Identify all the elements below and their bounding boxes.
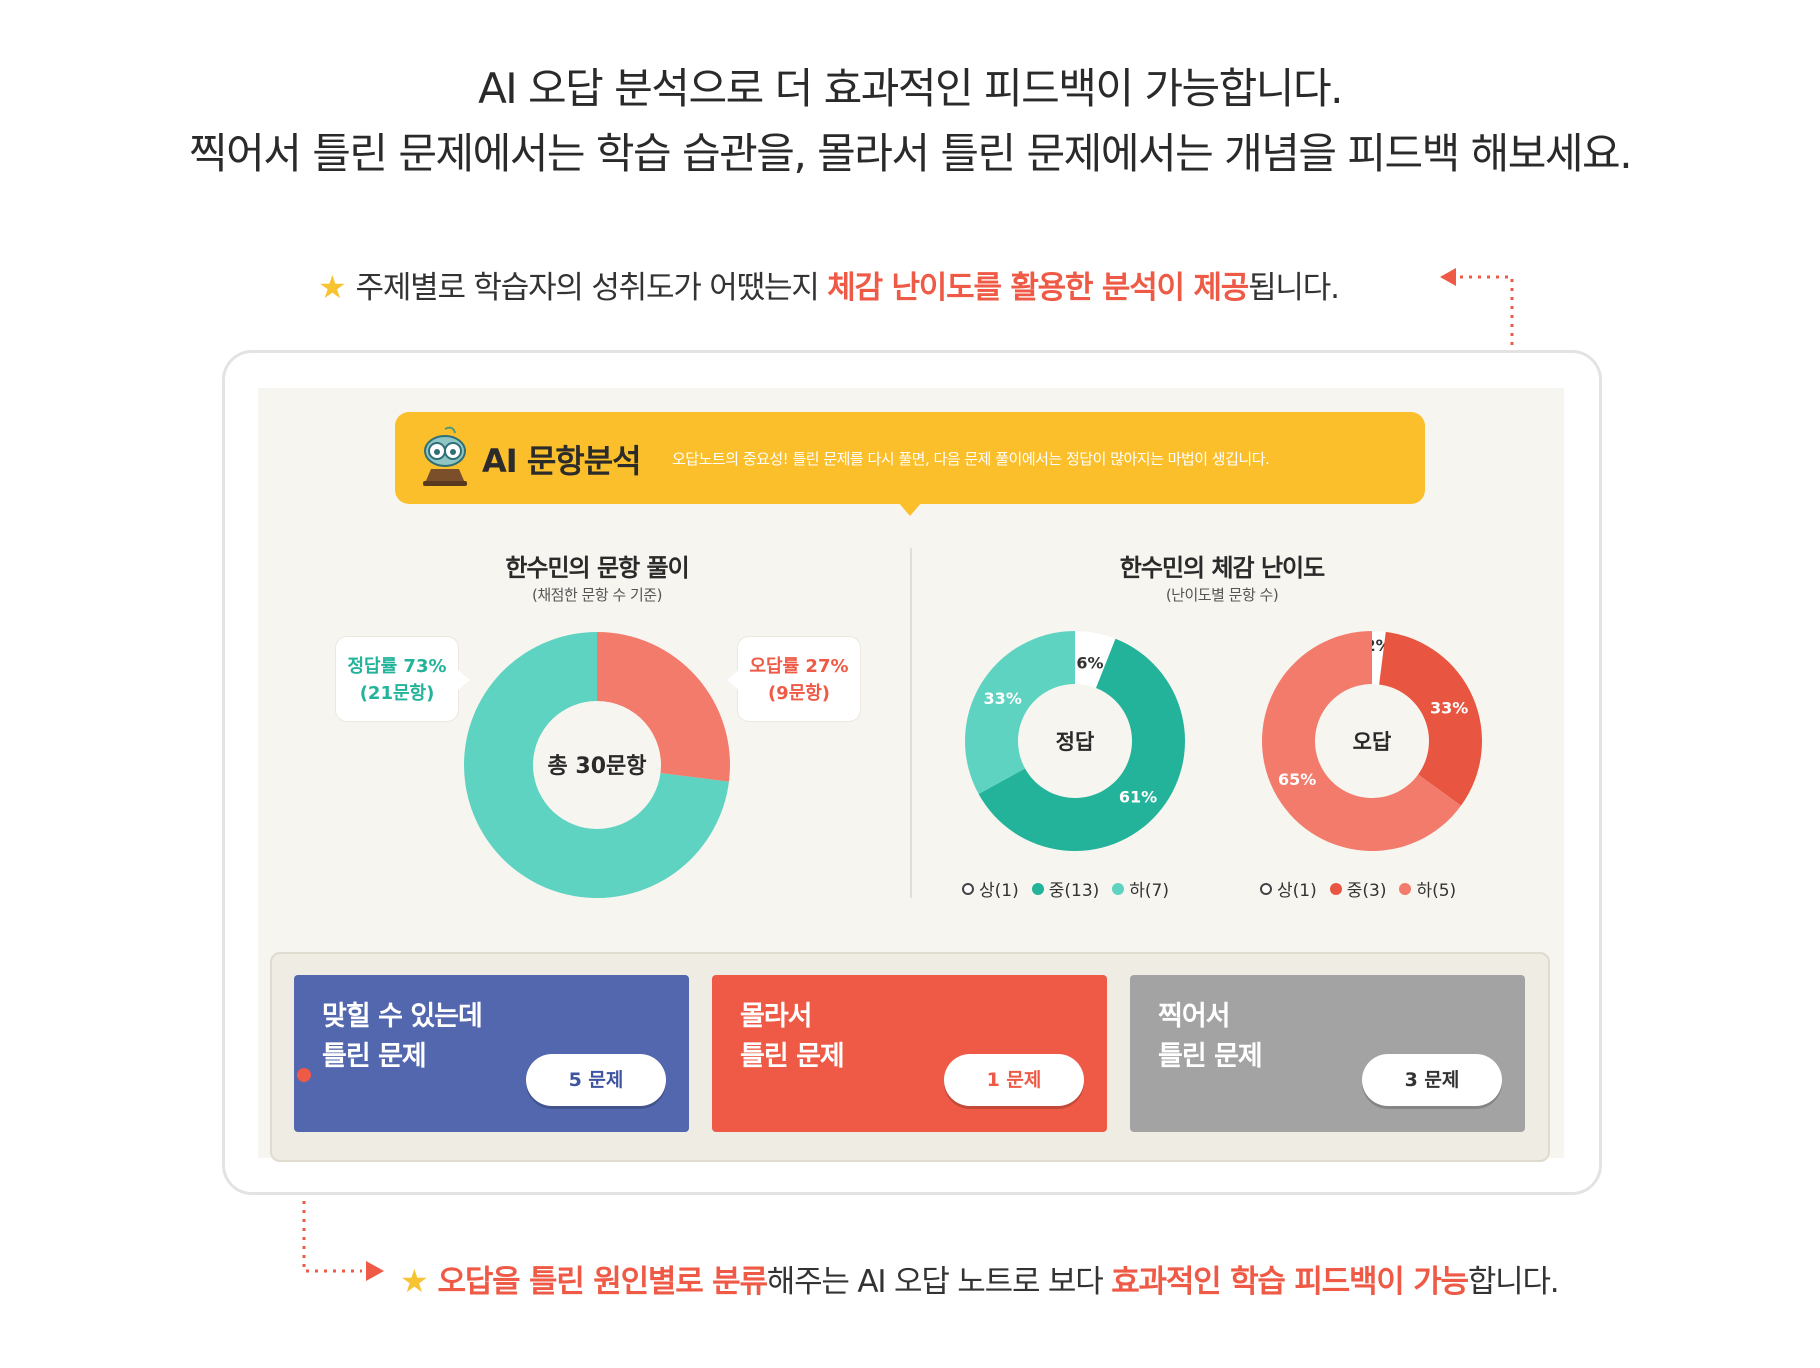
legend-dot-mid <box>1329 882 1342 895</box>
card-label-line2: 틀린 문제 <box>740 1041 845 1072</box>
wrong-donut-center-label: 오답 <box>1353 730 1392 754</box>
total-donut-slice-correct <box>464 632 729 899</box>
card-label: 찍어서 틀린 문제 <box>1158 997 1263 1077</box>
ai-analysis-banner <box>395 412 1425 504</box>
legend-high: 상(1) <box>1277 881 1317 901</box>
correct-donut-pct-label-mid: 61% <box>1119 788 1157 807</box>
wrong-donut-slice-mid <box>1379 631 1482 806</box>
legend-dot-mid <box>1031 882 1044 895</box>
correct-rate-bubble: 정답률 73% (21문항) <box>335 636 459 722</box>
star-icon: ★ <box>318 268 347 306</box>
left-section-subtitle: (채점한 문항 수 기준) <box>532 586 662 604</box>
top-callout: ★ 주제별로 학습자의 성취도가 어땠는지 체감 난이도를 활용한 분석이 제공됩… <box>318 262 1340 307</box>
wrong-donut-pct-label-low: 65% <box>1278 770 1316 789</box>
legend-dot-high <box>1260 882 1272 895</box>
correct-legend: 상(1) 중(13) 하(7) <box>962 876 1169 901</box>
legend-dot-low <box>1399 882 1412 895</box>
wrong-rate-bubble: 오답률 27% (9문항) <box>737 636 861 722</box>
correct-donut-slice-high <box>1075 631 1116 689</box>
wrong-rate-label: 오답률 27% <box>749 656 849 677</box>
bottom-callout: ★ 오답을 틀린 원인별로 분류해주는 AI 오답 노트로 보다 효과적인 학습 … <box>400 1256 1560 1301</box>
total-donut-center-label: 총 30문항 <box>548 754 647 779</box>
banner-subtitle: 오답노트의 중요성! 틀린 문제를 다시 풀면, 다음 문제 풀이에서는 정답이… <box>672 450 1270 468</box>
wrong-donut-slice-low <box>1262 631 1461 851</box>
card-could-have-solved[interactable]: 맞힐 수 있는데 틀린 문제 5 문제 <box>294 975 689 1132</box>
card-count-button[interactable]: 5 문제 <box>526 1054 666 1106</box>
headline-line-1: AI 오답 분석으로 더 효과적인 피드백이 가능합니다. <box>478 64 1343 113</box>
legend-low: 하(5) <box>1416 881 1457 901</box>
legend-dot-low <box>1112 882 1125 895</box>
star-icon: ★ <box>400 1262 429 1300</box>
top-arrow-head <box>1440 268 1456 286</box>
bottom-callout-suffix: 합니다. <box>1467 1264 1560 1300</box>
legend-low: 하(7) <box>1129 881 1170 901</box>
banner-title: AI 문항분석 <box>482 442 642 480</box>
card-did-not-know[interactable]: 몰라서 틀린 문제 1 문제 <box>712 975 1107 1132</box>
top-callout-suffix: 됩니다. <box>1248 270 1340 306</box>
card-guessed[interactable]: 찍어서 틀린 문제 3 문제 <box>1130 975 1525 1132</box>
card-label-line2: 틀린 문제 <box>322 1041 427 1072</box>
legend-mid: 중(3) <box>1346 881 1387 901</box>
card-count-button[interactable]: 1 문제 <box>944 1054 1084 1106</box>
top-callout-prefix: 주제별로 학습자의 성취도가 어땠는지 <box>355 270 828 306</box>
correct-donut-slice-low <box>964 631 1075 794</box>
correct-donut-pct-label-high: 6% <box>1076 653 1103 672</box>
bottom-arrow-head <box>366 1261 384 1281</box>
top-callout-highlight: 체감 난이도를 활용한 분석이 제공 <box>827 270 1249 306</box>
wrong-legend: 상(1) 중(3) 하(5) <box>1260 876 1456 901</box>
bottom-callout-highlight-2: 효과적인 학습 피드백이 가능 <box>1111 1264 1469 1300</box>
wrong-count-label: (9문항) <box>767 683 831 704</box>
robot-mascot-icon <box>423 426 467 486</box>
card-label-line1: 찍어서 <box>1158 1001 1231 1032</box>
headline-line-2: 찍어서 틀린 문제에서는 학습 습관을, 몰라서 틀린 문제에서는 개념을 피드… <box>188 129 1633 178</box>
legend-high: 상(1) <box>979 881 1019 901</box>
card-label-line1: 맞힐 수 있는데 <box>322 1001 483 1032</box>
correct-donut-pct-label-low: 33% <box>984 689 1022 708</box>
banner-tail <box>898 502 922 516</box>
left-section-title: 한수민의 문항 풀이 <box>505 554 689 582</box>
section-divider <box>910 548 912 898</box>
right-section-title: 한수민의 체감 난이도 <box>1119 554 1325 582</box>
card-label-line1: 몰라서 <box>740 1001 813 1032</box>
card-label-line2: 틀린 문제 <box>1158 1041 1263 1072</box>
correct-bubble-tail <box>458 670 470 690</box>
bottom-callout-highlight-1: 오답을 틀린 원인별로 분류 <box>437 1264 768 1300</box>
legend-dot-high <box>962 882 974 895</box>
legend-mid: 중(13) <box>1048 881 1100 901</box>
card-label: 몰라서 틀린 문제 <box>740 997 845 1077</box>
correct-rate-label: 정답률 73% <box>347 656 447 677</box>
card-count-button[interactable]: 3 문제 <box>1362 1054 1502 1106</box>
total-donut-slice-wrong <box>597 632 730 782</box>
correct-donut-slice-mid <box>978 638 1185 851</box>
wrong-donut-pct-label-mid: 33% <box>1430 699 1468 718</box>
bottom-callout-middle: 해주는 AI 오답 노트로 보다 <box>766 1264 1112 1300</box>
right-section-subtitle: (난이도별 문항 수) <box>1165 586 1279 604</box>
correct-count-label: (21문항) <box>359 683 435 704</box>
correct-donut-center-label: 정답 <box>1056 730 1095 754</box>
wrong-donut-slice-high <box>1372 631 1386 685</box>
bottom-connector-dot <box>297 1068 311 1082</box>
card-label: 맞힐 수 있는데 틀린 문제 <box>322 997 483 1077</box>
wrong-bubble-tail <box>727 670 739 690</box>
